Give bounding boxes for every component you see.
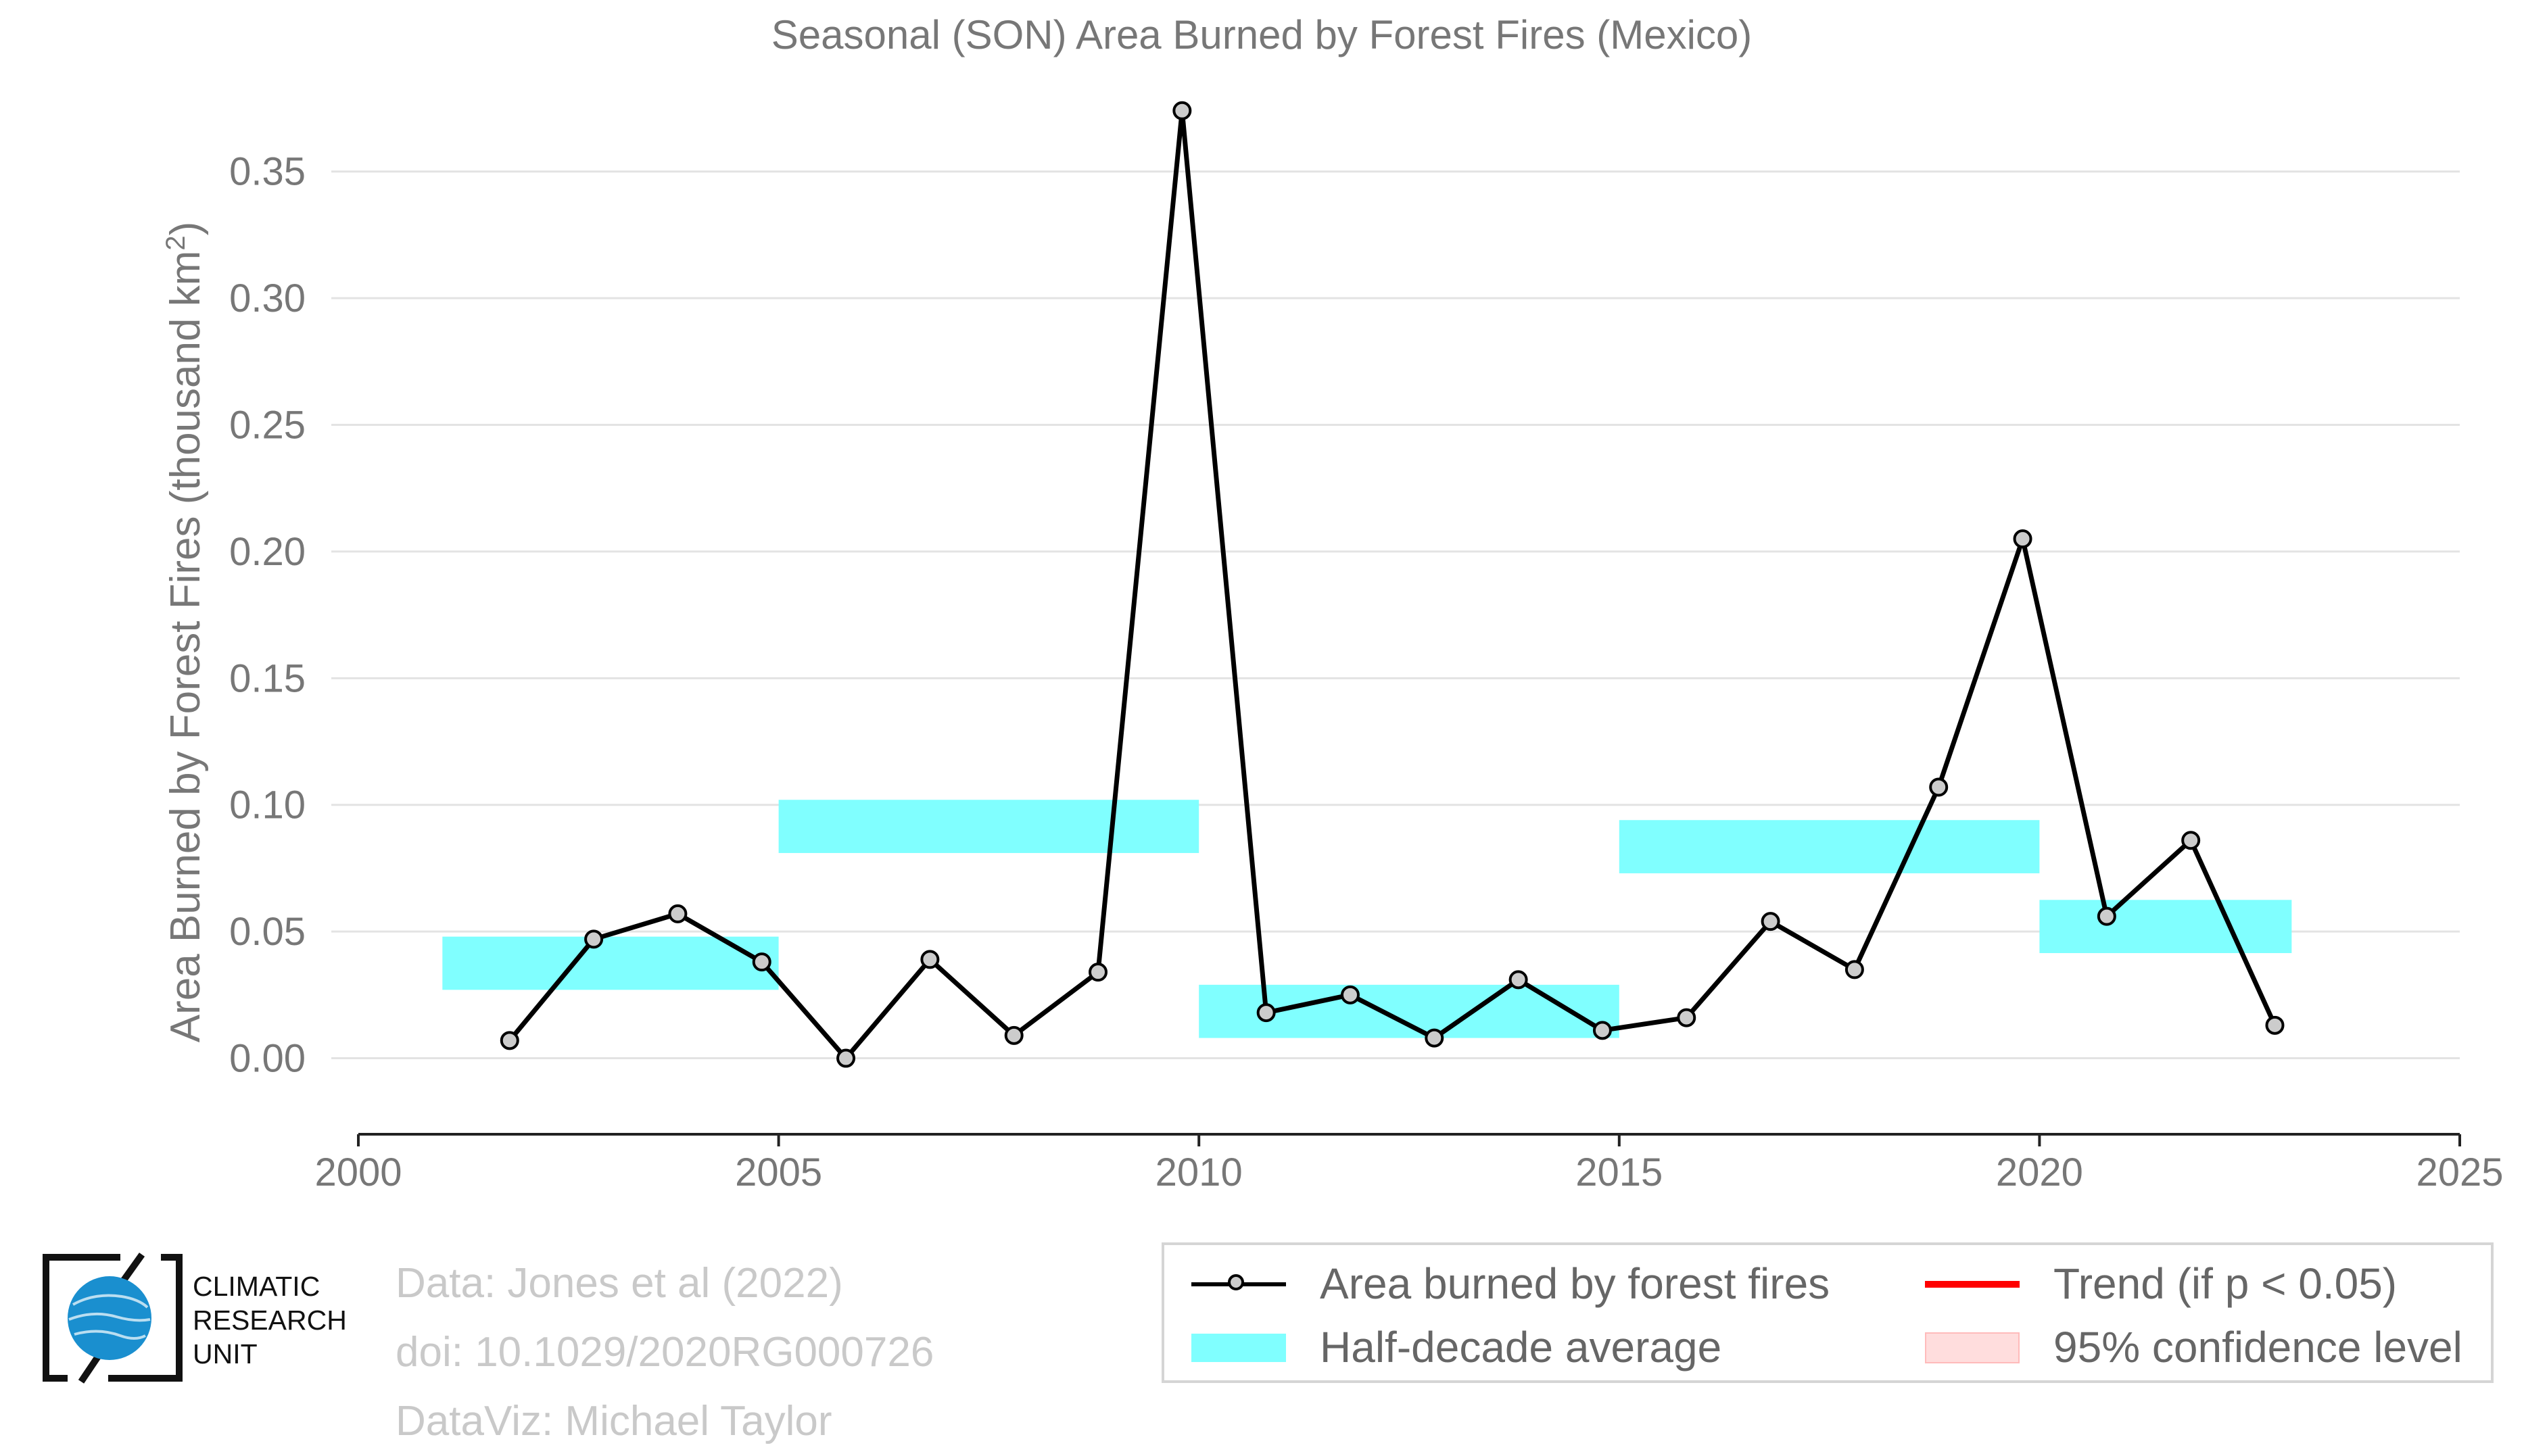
y-tick-label: 0.00 <box>229 1037 306 1081</box>
data-point <box>1844 960 1864 979</box>
legend-item-confidence: 95% confidence level <box>1925 1317 2462 1378</box>
x-tick-label: 2005 <box>735 1150 822 1194</box>
series-area-burned <box>500 101 2285 1068</box>
x-tick-label: 2025 <box>2416 1150 2503 1194</box>
credit-data-source: Data: Jones et al (2022) <box>396 1260 843 1307</box>
half-decade-bar <box>778 800 1199 853</box>
credit-doi: doi: 10.1029/2020RG000726 <box>396 1329 934 1376</box>
x-tick-label: 2015 <box>1575 1150 1663 1194</box>
y-tick-label: 0.20 <box>229 530 306 574</box>
x-axis: 2000 2005 2010 2015 2020 2025 <box>314 1133 2504 1194</box>
logo-line-3: UNIT <box>193 1338 258 1369</box>
legend-item-area-burned: Area burned by forest fires <box>1191 1253 1830 1314</box>
x-tick-label: 2010 <box>1156 1150 1243 1194</box>
data-point <box>1256 1003 1276 1023</box>
legend-label: 95% confidence level <box>2053 1323 2462 1372</box>
half-decade-bar <box>442 936 779 990</box>
chart-title: Seasonal (SON) Area Burned by Forest Fir… <box>771 12 1753 57</box>
y-tick-label: 0.30 <box>229 276 306 320</box>
data-point <box>1425 1028 1444 1048</box>
legend-swatch-red-line <box>1925 1263 2020 1304</box>
data-point <box>1592 1021 1612 1040</box>
chart-canvas: Seasonal (SON) Area Burned by Forest Fir… <box>161 12 2504 1194</box>
data-point <box>2265 1015 2285 1035</box>
data-point <box>1172 101 1192 120</box>
y-tick-label: 0.35 <box>229 150 306 194</box>
data-credits: Data: Jones et al (2022) doi: 10.1029/20… <box>396 1249 934 1456</box>
data-point <box>2181 831 2201 850</box>
legend-swatch-line-marker <box>1191 1263 1286 1304</box>
legend-item-half-decade: Half-decade average <box>1191 1317 1721 1378</box>
grid-lines <box>331 170 2460 1060</box>
x-tick-label: 2020 <box>1996 1150 2083 1194</box>
y-tick-label: 0.05 <box>229 910 306 954</box>
logo-line-2: RESEARCH <box>193 1305 347 1336</box>
legend-item-trend: Trend (if p < 0.05) <box>1925 1253 2397 1314</box>
half-decade-average-bars <box>442 800 2292 1038</box>
data-point <box>1508 970 1528 990</box>
y-tick-label: 0.10 <box>229 783 306 827</box>
data-point <box>2013 529 2032 549</box>
half-decade-bar <box>2039 900 2292 954</box>
data-point <box>584 929 604 949</box>
data-point <box>1004 1025 1024 1045</box>
legend-swatch-cyan-band <box>1191 1327 1286 1367</box>
legend-swatch-pink-band <box>1925 1327 2020 1367</box>
y-axis-ticks: 0.00 0.05 0.10 0.15 0.20 0.25 0.30 0.35 <box>229 150 306 1081</box>
legend-label: Half-decade average <box>1320 1323 1722 1372</box>
data-point <box>668 904 688 923</box>
chart-legend: Area burned by forest fires Trend (if p … <box>1162 1242 2494 1383</box>
logo-line-1: CLIMATIC <box>193 1271 320 1302</box>
cru-logo-mark <box>43 1253 183 1384</box>
y-tick-label: 0.15 <box>229 656 306 700</box>
x-tick-label: 2000 <box>314 1150 402 1194</box>
legend-label: Trend (if p < 0.05) <box>2053 1259 2398 1308</box>
data-point <box>2097 906 2116 926</box>
credit-dataviz: DataViz: Michael Taylor <box>396 1398 832 1445</box>
half-decade-bar <box>1619 820 2040 873</box>
cru-logo <box>41 1252 186 1384</box>
data-point <box>752 952 771 972</box>
series-line <box>508 108 2277 1061</box>
data-point <box>1929 777 1949 797</box>
data-point <box>1089 963 1108 982</box>
data-point <box>836 1048 856 1068</box>
data-point <box>500 1031 519 1050</box>
data-point <box>920 950 940 969</box>
data-point <box>1761 912 1780 931</box>
data-point <box>1340 985 1360 1004</box>
y-axis-label: Area Burned by Forest Fires (thousand km… <box>161 222 209 1043</box>
y-tick-label: 0.25 <box>229 404 306 447</box>
data-point <box>1677 1008 1696 1027</box>
cru-logo-text: CLIMATIC RESEARCH UNIT <box>193 1269 347 1371</box>
legend-label: Area burned by forest fires <box>1320 1259 1830 1308</box>
